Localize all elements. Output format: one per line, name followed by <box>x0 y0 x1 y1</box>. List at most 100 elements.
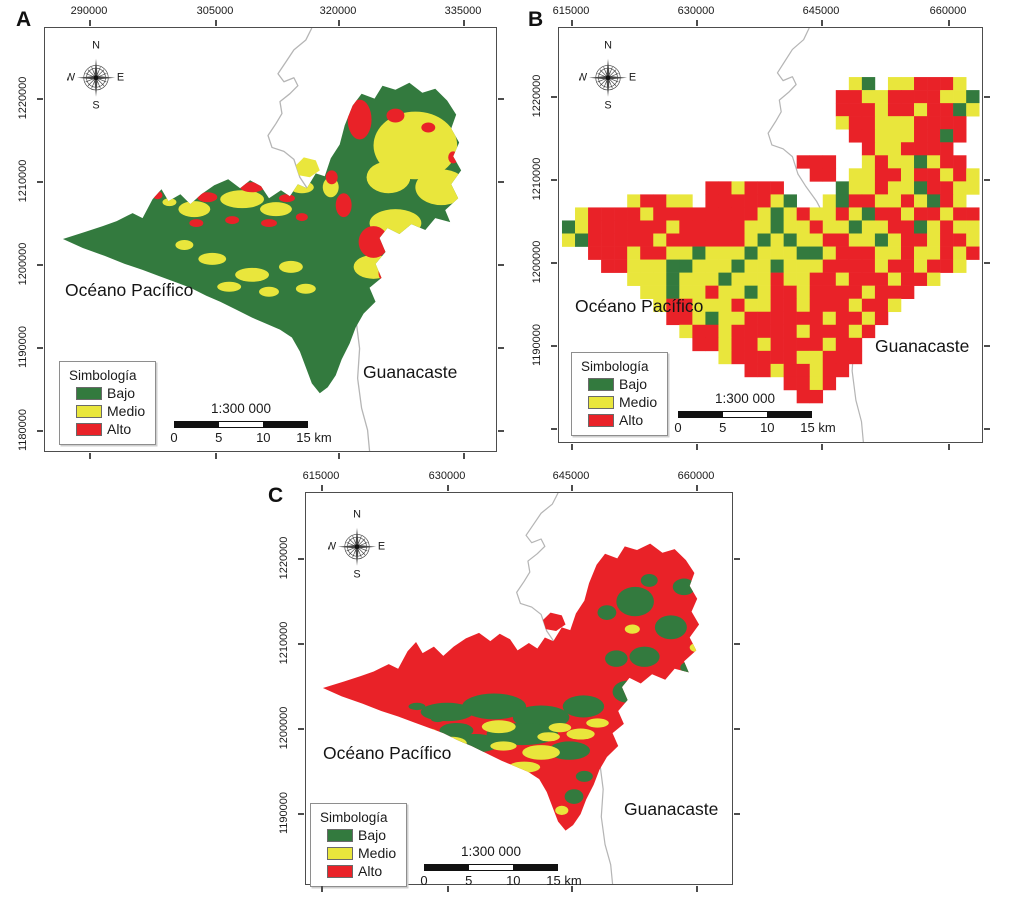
medium-color-swatch <box>76 405 102 418</box>
scale-ratio-label: 1:300 000 <box>460 844 522 859</box>
islet <box>295 157 320 178</box>
high-color-swatch <box>588 414 614 427</box>
x-axis-tick-label: 615000 <box>552 5 590 17</box>
class-patch <box>689 642 700 653</box>
compass-star <box>76 58 116 97</box>
compass-west-label: W <box>67 71 76 83</box>
scale-tick-label: 15 km <box>296 430 332 445</box>
class-patch <box>152 191 163 200</box>
class-patch <box>651 694 676 712</box>
land-area-low-base <box>62 82 462 394</box>
class-patch <box>564 789 584 804</box>
panel-b-letter: B <box>528 8 544 31</box>
axis-tick <box>37 98 43 100</box>
axis-tick <box>734 558 740 560</box>
axis-tick <box>215 453 217 459</box>
class-patch <box>198 252 227 265</box>
y-axis-tick-label: 1200000 <box>17 242 29 286</box>
axis-tick <box>984 428 990 430</box>
scale-tick-label: 5 <box>719 420 727 435</box>
islet <box>542 612 566 631</box>
y-axis-tick-label: 1200000 <box>278 706 290 750</box>
panel-c-map-frame: N S W E Océano Pacífico Guan <box>278 470 740 892</box>
land-area-high-base <box>322 543 700 831</box>
class-patch <box>353 254 394 279</box>
class-patch <box>278 194 295 203</box>
compass-rose: N S W E <box>328 509 385 581</box>
axis-tick <box>696 444 698 450</box>
y-axis-tick-label: 1220000 <box>531 74 543 118</box>
axis-tick <box>821 20 823 26</box>
class-patch <box>421 122 436 133</box>
ocean-label: Océano Pacífico <box>575 296 704 316</box>
class-patch <box>220 190 265 209</box>
scale-tick-label: 5 <box>465 873 473 888</box>
legend-items: Bajo Medio Alto <box>319 828 396 879</box>
axis-tick <box>696 485 698 491</box>
legend-item: Alto <box>588 413 657 428</box>
class-patch <box>240 182 265 193</box>
legend-title: Simbología <box>320 810 388 825</box>
legend-item: Alto <box>327 864 396 879</box>
region-label: Guanacaste <box>875 336 970 356</box>
map-c <box>322 493 700 884</box>
compass-east-label: E <box>378 540 385 552</box>
y-axis-tick-label: 1220000 <box>17 76 29 120</box>
axis-tick <box>948 20 950 26</box>
class-patch <box>654 615 687 640</box>
scale-bar: 1:300 000 0 5 10 15 km <box>420 844 581 888</box>
x-axis-tick-label: 320000 <box>319 5 357 17</box>
scale-tick-label: 10 <box>256 430 271 445</box>
scale-tick-label: 5 <box>215 430 223 445</box>
compass-star <box>588 58 628 97</box>
scale-tick-label: 10 <box>760 420 775 435</box>
axis-tick <box>551 96 557 98</box>
axis-tick <box>984 345 990 347</box>
class-patch <box>680 661 700 675</box>
low-color-swatch <box>76 387 102 400</box>
legend-item-label: Alto <box>619 412 644 428</box>
legend-box: Simbología Bajo Medio Alto <box>59 361 157 445</box>
x-axis-tick-label: 335000 <box>444 5 482 17</box>
axis-tick <box>298 643 304 645</box>
map-b <box>561 28 980 442</box>
compass-west-label: W <box>328 540 337 552</box>
class-patch <box>562 695 605 718</box>
class-patch <box>575 770 593 782</box>
scale-tick-label: 0 <box>170 430 178 445</box>
class-patch <box>616 586 654 617</box>
class-patch <box>586 718 609 728</box>
axis-tick <box>734 813 740 815</box>
class-patch <box>420 702 474 722</box>
legend-item-label: Medio <box>358 845 397 861</box>
class-patch <box>566 728 595 740</box>
class-patch <box>278 260 303 273</box>
panel-a-letter: A <box>16 8 32 31</box>
class-patch <box>462 693 527 720</box>
class-patch <box>347 99 372 140</box>
axis-tick <box>551 179 557 181</box>
panel-b-map-frame: N S W E Océano Pacífico Guan <box>531 5 990 450</box>
compass-west-label: W <box>579 71 588 83</box>
panel-a-map-frame: N S W E Océano Pacífico Guan <box>17 5 504 459</box>
class-patch <box>672 578 696 596</box>
axis-tick <box>498 347 504 349</box>
class-patch <box>325 170 338 185</box>
axis-tick <box>498 264 504 266</box>
x-axis-tick-label: 290000 <box>70 5 108 17</box>
axis-tick <box>734 728 740 730</box>
axis-tick <box>37 181 43 183</box>
class-patch <box>548 723 572 733</box>
class-patch <box>548 741 590 760</box>
compass-south-label: S <box>353 569 360 581</box>
legend-item: Bajo <box>588 377 657 392</box>
class-patch <box>261 219 277 228</box>
axis-tick <box>984 262 990 264</box>
axis-tick <box>338 453 340 459</box>
legend-item-label: Alto <box>107 421 132 437</box>
region-label: Guanacaste <box>624 799 719 819</box>
x-axis-tick-label: 630000 <box>677 5 715 17</box>
class-patch <box>439 723 474 738</box>
class-patch <box>235 267 270 282</box>
class-patch <box>260 202 292 217</box>
